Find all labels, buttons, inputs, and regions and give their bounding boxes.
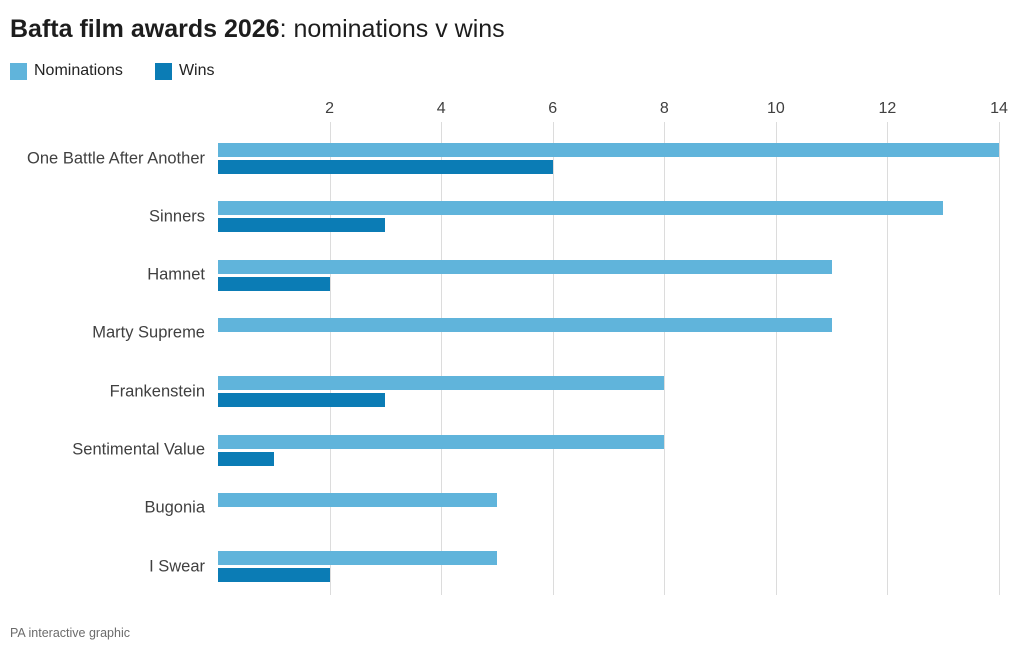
wins-bar (218, 451, 274, 466)
wins-bar (218, 568, 330, 583)
category-label: Sinners (149, 207, 205, 226)
gridline (552, 122, 554, 595)
gridline (441, 122, 443, 595)
axis-tick-label: 10 (766, 100, 785, 117)
category-label: Sentimental Value (72, 440, 205, 459)
nominations-bar (218, 376, 665, 391)
chart-title-bold: Bafta film awards 2026 (10, 15, 280, 43)
gridline (329, 122, 331, 595)
gridline (999, 122, 1000, 595)
axis-tick-label: 2 (325, 100, 335, 117)
legend: Nominations Wins (10, 62, 215, 80)
nominations-bar (218, 492, 497, 507)
axis-tick-label: 8 (659, 100, 669, 117)
nominations-bar (218, 434, 665, 449)
axis-tick-label: 4 (436, 100, 446, 117)
nominations-bar (218, 201, 944, 216)
wins-bar (218, 218, 386, 233)
nominations-swatch-icon (10, 62, 27, 80)
chart-title-subtitle: : nominations v wins (279, 15, 505, 43)
legend-label-nominations: Nominations (34, 62, 123, 79)
axis-tick-label: 14 (990, 100, 1008, 117)
axis-tick-label: 6 (548, 100, 558, 117)
chart-title: Bafta film awards 2026: nominations v wi… (10, 14, 505, 44)
legend-item-nominations: Nominations (10, 62, 123, 80)
plot-area: 2 4 6 8 10 12 14 One Battle After Another Sinner… (27, 100, 1008, 595)
category-label: I Swear (149, 557, 205, 576)
nominations-bar (218, 259, 832, 274)
wins-bar (218, 393, 386, 408)
legend-label-wins: Wins (178, 62, 215, 79)
category-label: Hamnet (147, 265, 205, 284)
category-label: One Battle After Another (27, 149, 205, 167)
legend-item-wins: Wins (154, 62, 215, 80)
wins-bar (218, 160, 553, 174)
wins-swatch-icon (154, 62, 172, 80)
wins-bar (218, 276, 330, 291)
category-label: Frankenstein (109, 382, 205, 401)
axis-tick-label: 12 (878, 100, 897, 117)
gridline (887, 122, 889, 595)
nominations-bar (218, 551, 497, 566)
gridline (775, 122, 777, 595)
source-credit: PA interactive graphic (10, 626, 130, 640)
category-label: Bugonia (144, 498, 205, 517)
nominations-bar (218, 143, 999, 157)
gridline (664, 122, 666, 595)
nominations-bar (218, 317, 832, 332)
category-label: Marty Supreme (92, 323, 205, 342)
